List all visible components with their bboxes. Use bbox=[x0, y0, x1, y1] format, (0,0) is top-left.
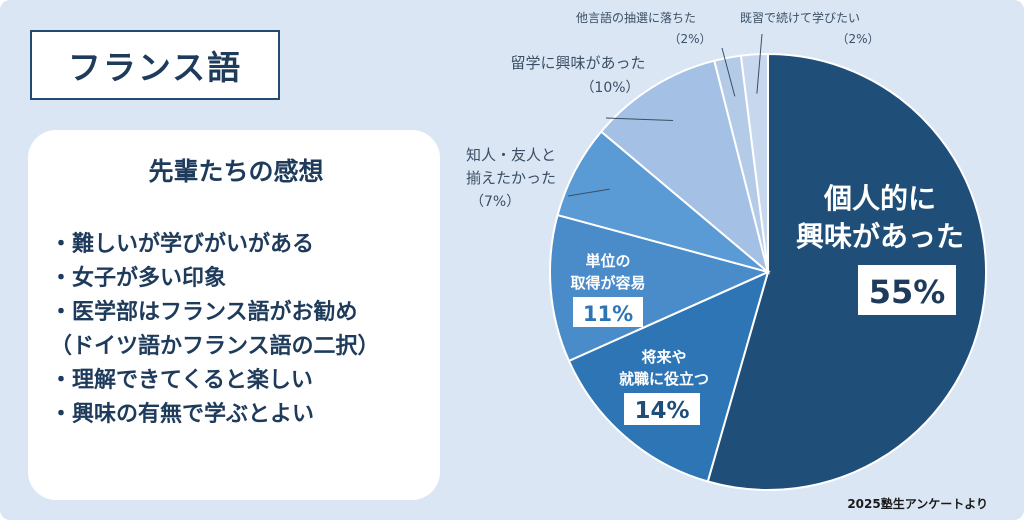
slice-label: 就職に役立つ bbox=[619, 370, 709, 388]
value-label: （7%） bbox=[470, 194, 520, 210]
slice-label: 他言語の抽選に落ちた bbox=[576, 10, 696, 25]
leader-line bbox=[567, 188, 610, 197]
value-label-box bbox=[858, 265, 956, 315]
leader-line bbox=[756, 33, 763, 94]
comment-item: ・理解できてくると楽しい bbox=[50, 368, 313, 393]
value-label: （2%） bbox=[836, 32, 879, 46]
comment-item: ・女子が多い印象 bbox=[50, 266, 227, 291]
comment-item: ・医学部はフランス語がお勧め bbox=[50, 300, 358, 325]
pie-slice bbox=[567, 270, 770, 483]
page-title: フランス語 bbox=[30, 30, 280, 100]
comment-item: ・難しいが学びがいがある bbox=[50, 232, 315, 257]
senpai-comments-panel: 先輩たちの感想 ・難しいが学びがいがある ・女子が多い印象 ・医学部はフランス語… bbox=[28, 130, 440, 500]
pie-slice bbox=[739, 52, 769, 273]
slice-label: 知人・友人と bbox=[466, 146, 556, 164]
comment-item: ・興味の有無で学ぶとよい bbox=[50, 402, 315, 427]
comment-item: （ドイツ語かフランス語の二択） bbox=[50, 334, 380, 359]
pie-slice bbox=[706, 52, 988, 491]
source-note: 2025塾生アンケートより bbox=[847, 497, 988, 511]
panel-title: 先輩たちの感想 bbox=[148, 157, 324, 186]
slice-label: 留学に興味があった bbox=[510, 54, 645, 72]
comment-list: ・難しいが学びがいがある ・女子が多い印象 ・医学部はフランス語がお勧め （ドイ… bbox=[50, 228, 422, 432]
value-label-box bbox=[624, 393, 700, 425]
leader-line bbox=[605, 117, 674, 122]
slice-label: 単位の bbox=[585, 252, 630, 270]
value-label: 11% bbox=[583, 302, 633, 326]
value-label: 55% bbox=[869, 273, 946, 311]
slice-label: 揃えたかった bbox=[466, 169, 556, 187]
slice-label: 興味があった bbox=[796, 220, 964, 253]
value-label: 14% bbox=[634, 398, 689, 424]
slice-label: 個人的に bbox=[823, 182, 936, 215]
leader-line bbox=[721, 47, 736, 97]
slice-label: 将来や bbox=[641, 348, 686, 366]
slice-label: 既習で続けて学びたい bbox=[740, 10, 860, 25]
slice-label: 取得が容易 bbox=[570, 274, 645, 292]
value-label: （2%） bbox=[668, 32, 711, 46]
pie-slice bbox=[599, 59, 770, 275]
value-label-box bbox=[573, 297, 643, 327]
page-title-text: フランス語 bbox=[67, 48, 243, 87]
value-label: （10%） bbox=[580, 80, 639, 96]
